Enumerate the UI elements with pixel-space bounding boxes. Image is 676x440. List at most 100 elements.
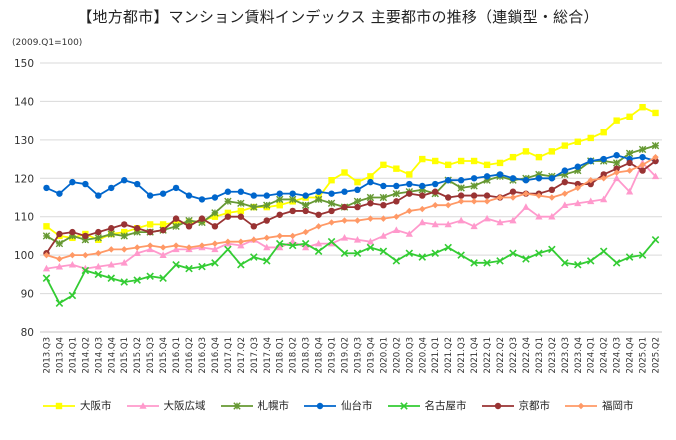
x-tick-label: 2023.Q3 [561,337,571,373]
data-point [600,155,607,163]
x-tick-label: 2019.Q2 [341,337,351,373]
data-point [328,219,335,226]
data-point [263,243,271,251]
data-point [600,175,607,182]
data-point [211,240,219,247]
data-point [483,161,491,169]
data-point [548,194,556,201]
legend-swatch [304,402,336,409]
data-point [211,259,219,267]
data-point [172,215,180,222]
x-tick-label: 2023.Q1 [535,337,545,373]
series-6 [43,153,659,263]
data-point [56,230,63,238]
legend-swatch [220,401,253,410]
data-point [276,243,284,251]
data-point [301,201,310,209]
data-point [405,230,413,237]
data-point [328,177,335,184]
x-tick-label: 2019.Q3 [353,337,363,373]
data-point [652,157,659,165]
data-point [172,245,180,253]
data-point [509,194,517,201]
legend-label: 福岡市 [602,400,634,412]
data-point [393,213,400,220]
data-point [276,211,283,218]
data-point [95,228,102,236]
data-point [612,259,621,267]
data-point [638,251,647,259]
data-point [56,190,63,197]
legend-swatch [387,401,420,410]
data-point [237,199,245,207]
data-point [224,213,232,220]
data-point [224,188,232,195]
data-point [652,153,659,161]
data-point [159,251,167,258]
x-tick-label: 2022.Q2 [496,337,506,373]
data-point [327,199,336,207]
data-point [198,262,206,271]
data-point [509,175,517,182]
data-point [535,175,543,182]
data-point [625,149,634,158]
data-point [327,237,336,246]
x-tick-label: 2020.Q3 [405,337,415,373]
x-tick-label: 2013.Q3 [42,337,52,373]
data-point [494,402,501,409]
legend-label: 大阪広域 [163,400,206,412]
data-point [509,188,517,195]
data-point [353,249,362,257]
x-tick-label: 2016.Q1 [172,337,182,373]
data-point [613,169,620,176]
x-tick-label: 2015.Q1 [120,337,130,373]
data-point [315,211,322,218]
data-point [574,163,581,170]
data-point [612,159,621,167]
data-point [639,103,646,111]
data-point [444,243,452,252]
x-tick-label: 2023.Q4 [574,337,584,373]
data-point [586,257,595,265]
legend-label: 仙台市 [341,400,373,412]
data-point [587,197,595,205]
data-point [483,176,491,184]
data-point [652,109,659,117]
y-tick-label: 80 [21,327,34,339]
data-point [535,212,543,220]
data-point [548,175,556,182]
data-point [380,215,387,222]
x-tick-label: 2015.Q4 [159,337,169,373]
data-point [341,169,348,176]
data-point [289,232,296,240]
data-point [263,201,271,209]
x-tick-label: 2018.Q2 [289,337,299,373]
data-point [457,184,465,192]
data-point [626,187,634,195]
data-point [366,237,375,245]
legend-item: 仙台市 [303,398,373,413]
data-point [276,190,283,197]
data-point [625,253,634,261]
data-point [121,246,128,253]
data-point [68,260,76,268]
data-point [638,145,647,154]
data-point [587,177,594,184]
data-point [81,266,90,275]
data-point [483,198,491,205]
data-point [626,113,633,120]
data-point [159,221,167,228]
data-point [379,193,388,202]
data-point [470,175,478,182]
data-point [302,228,309,236]
data-point [314,247,323,256]
data-point [172,260,180,269]
data-point [561,178,569,186]
data-point [198,242,206,249]
data-point [535,153,543,161]
data-point [82,232,89,240]
data-point [457,157,465,165]
data-point [419,182,426,190]
data-point [399,401,408,410]
